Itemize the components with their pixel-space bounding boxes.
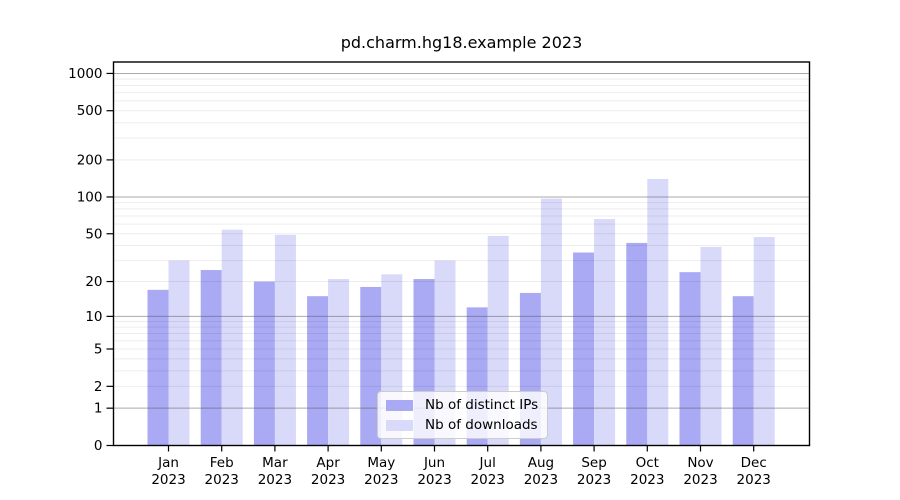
bar-distinct-ips-jan xyxy=(147,289,169,446)
y-tick-label: 500 xyxy=(77,103,103,119)
x-tick-label: May 2023 xyxy=(364,455,398,488)
x-tick-label: Apr 2023 xyxy=(311,455,345,488)
bar-downloads-mar xyxy=(274,234,296,446)
x-tick-label: Sep 2023 xyxy=(577,455,611,488)
x-tick-label: Jan 2023 xyxy=(151,455,185,488)
x-tick-label: Oct 2023 xyxy=(630,455,664,488)
x-tick-label: Jul 2023 xyxy=(471,455,505,488)
y-tick-label: 100 xyxy=(77,189,103,205)
legend-item-downloads: Nb of downloads xyxy=(386,417,538,433)
y-tick-label: 5 xyxy=(94,342,103,358)
axis-frame xyxy=(112,61,811,447)
bar-downloads-nov xyxy=(700,246,722,446)
y-tick-label: 50 xyxy=(85,226,102,242)
y-tick-label: 2 xyxy=(94,379,103,395)
x-tick-label: Aug 2023 xyxy=(524,455,558,488)
y-tick-label: 10 xyxy=(85,309,102,325)
y-tick-label: 20 xyxy=(85,274,102,290)
bar-downloads-dec xyxy=(753,237,775,446)
bar-downloads-sep xyxy=(594,219,616,446)
legend-swatch-downloads xyxy=(386,419,413,431)
bar-distinct-ips-may xyxy=(360,286,382,446)
x-tick-label: Feb 2023 xyxy=(205,455,239,488)
bar-downloads-jan xyxy=(168,260,190,446)
chart-title: pd.charm.hg18.example 2023 xyxy=(340,33,583,52)
bar-downloads-aug xyxy=(540,198,562,446)
y-tick-label: 0 xyxy=(94,438,103,454)
legend-label-distinct-ips: Nb of distinct IPs xyxy=(425,397,539,413)
x-tick-label: Mar 2023 xyxy=(258,455,292,488)
legend-item-distinct-ips: Nb of distinct IPs xyxy=(386,397,538,413)
x-tick-label: Jun 2023 xyxy=(417,455,451,488)
legend: Nb of distinct IPs Nb of downloads xyxy=(377,391,549,439)
x-tick-label: Dec 2023 xyxy=(737,455,771,488)
legend-label-downloads: Nb of downloads xyxy=(425,417,538,433)
bar-distinct-ips-sep xyxy=(573,252,595,446)
x-tick-label: Nov 2023 xyxy=(683,455,717,488)
bar-distinct-ips-mar xyxy=(253,281,275,446)
y-tick-label: 200 xyxy=(77,152,103,168)
y-tick-label: 1 xyxy=(94,401,103,417)
bar-distinct-ips-oct xyxy=(626,242,648,446)
bar-downloads-apr xyxy=(328,279,350,446)
bar-distinct-ips-feb xyxy=(200,270,222,446)
bar-distinct-ips-nov xyxy=(679,272,701,446)
bar-downloads-feb xyxy=(221,229,243,446)
y-tick-label: 1000 xyxy=(68,66,102,82)
legend-swatch-distinct-ips xyxy=(386,399,413,411)
bar-downloads-oct xyxy=(647,178,669,446)
